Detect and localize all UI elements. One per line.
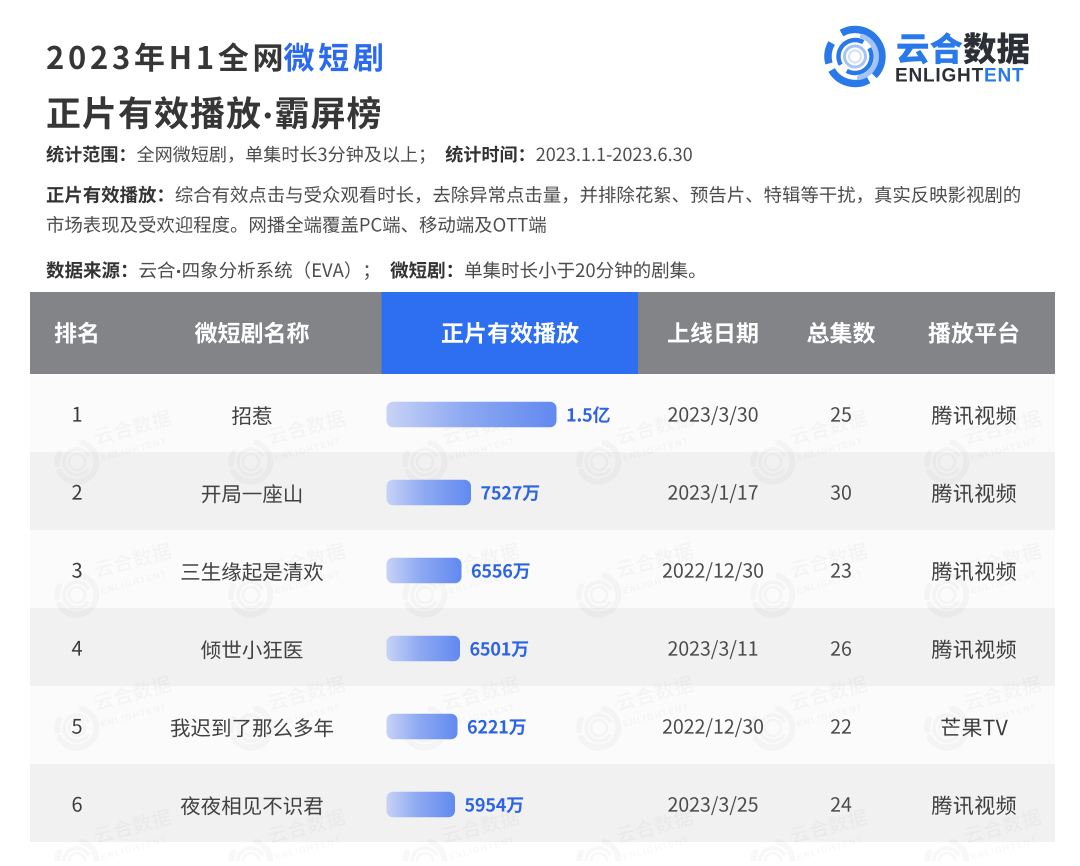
svg-text:ENLIGHTENT: ENLIGHTENT — [895, 66, 1024, 87]
